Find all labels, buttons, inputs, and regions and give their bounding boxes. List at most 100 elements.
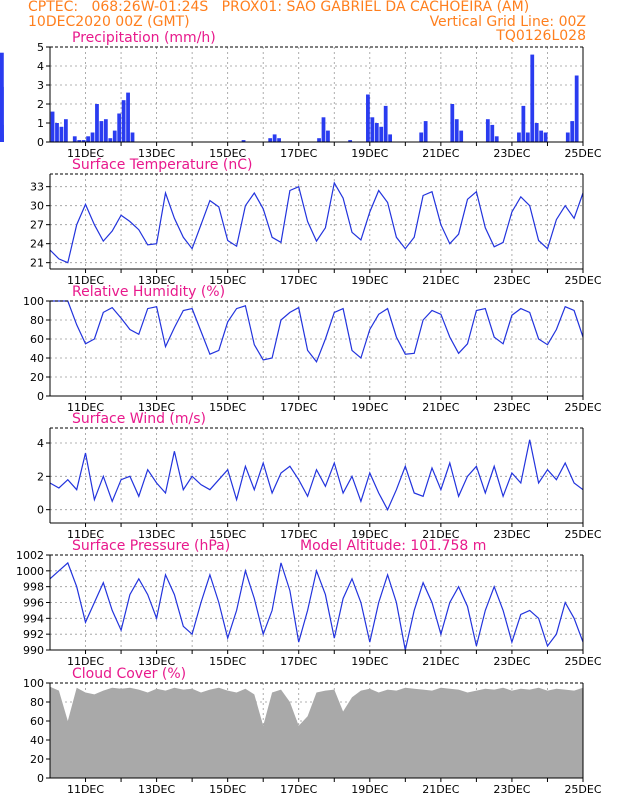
x-tick-label: 21DEC — [422, 401, 459, 414]
pres-panel: 990 992 994 996 998 1000 1002 11DEC 13DEC 15DEC 17… — [16, 538, 602, 668]
precip-bar — [130, 132, 135, 142]
x-tick-label: 11DEC — [67, 401, 104, 414]
x-tick-label: 13DEC — [138, 783, 175, 796]
y-tick-label: 27 — [30, 219, 44, 232]
x-tick-label: 17DEC — [280, 274, 317, 287]
x-tick-label: 17DEC — [280, 655, 317, 668]
precip-bar — [50, 111, 55, 142]
header-model-id: TQ0126L028 — [496, 28, 586, 44]
precip-bar — [321, 117, 326, 142]
temp-series-line — [49, 181, 584, 264]
precip-bar — [117, 113, 122, 142]
x-tick-label: 11DEC — [67, 783, 104, 796]
precip-bar — [77, 140, 82, 142]
x-tick-label: 13DEC — [138, 528, 175, 541]
precip-bar — [517, 132, 521, 142]
x-tick-label: 15DEC — [209, 147, 246, 160]
x-tick-label: 15DEC — [209, 655, 246, 668]
x-tick-label: 23DEC — [493, 401, 530, 414]
y-tick-label: 0 — [37, 504, 44, 517]
precip-bar — [59, 126, 64, 142]
y-tick-label: 20 — [30, 371, 44, 384]
header-run-date: 10DEC2020 00Z (GMT) — [28, 14, 190, 30]
x-tick-label: 19DEC — [351, 401, 388, 414]
precip-bar — [454, 119, 459, 142]
precip-bar — [86, 136, 90, 142]
precip-bar — [534, 123, 539, 142]
y-tick-label: 5 — [37, 41, 44, 54]
precip-bar — [241, 140, 246, 142]
x-tick-label: 23DEC — [493, 655, 530, 668]
precip-bar — [112, 130, 117, 142]
precip-bar — [574, 75, 579, 142]
x-tick-label: 21DEC — [422, 147, 459, 160]
y-tick-label: 60 — [30, 333, 44, 346]
precip-bar — [450, 104, 455, 142]
y-tick-label: 100 — [23, 677, 44, 690]
x-tick-label: 11DEC — [67, 274, 104, 287]
wind-title: Surface Wind (m/s) — [72, 411, 206, 427]
precip-bar — [494, 136, 499, 142]
y-tick-label: 4 — [37, 437, 44, 450]
pres-title: Surface Pressure (hPa) — [72, 538, 230, 554]
x-tick-label: 19DEC — [351, 783, 388, 796]
x-tick-label: 23DEC — [493, 147, 530, 160]
precip-bar — [99, 121, 104, 142]
precip-bar — [565, 132, 570, 142]
precip-bar — [370, 117, 375, 142]
y-tick-label: 992 — [23, 628, 44, 641]
x-tick-label: 11DEC — [67, 528, 104, 541]
x-tick-label: 17DEC — [280, 528, 317, 541]
y-tick-label: 4 — [37, 60, 44, 73]
y-tick-label: 33 — [30, 181, 44, 194]
x-tick-label: 19DEC — [351, 655, 388, 668]
x-tick-label: 25DEC — [564, 274, 601, 287]
header-station: CPTEC: 068:26W-01:24S PROX01: SAO GABRIE… — [28, 0, 530, 15]
precip-bar — [121, 100, 126, 142]
y-tick-label: 1000 — [16, 565, 44, 578]
x-tick-label: 15DEC — [209, 401, 246, 414]
y-tick-label: 24 — [30, 238, 44, 251]
precip-bar — [459, 130, 464, 142]
precip-bar — [81, 140, 86, 142]
cloud-area — [50, 686, 583, 778]
precip-bar — [388, 134, 393, 142]
wind-series-line — [49, 439, 584, 512]
y-tick-label: 2 — [37, 470, 44, 483]
precip-bar — [374, 123, 379, 142]
precip-bar — [419, 132, 424, 142]
x-tick-label: 21DEC — [422, 655, 459, 668]
x-tick-label: 23DEC — [493, 528, 530, 541]
precip-bar — [423, 121, 428, 142]
precip-bar — [543, 132, 548, 142]
model-altitude-label: Model Altitude: 101.758 m — [300, 538, 486, 554]
y-tick-label: 20 — [30, 753, 44, 766]
x-tick-label: 13DEC — [138, 401, 175, 414]
precip-bar — [570, 121, 575, 142]
x-tick-label: 11DEC — [67, 655, 104, 668]
x-tick-label: 17DEC — [280, 147, 317, 160]
y-tick-label: 2 — [37, 98, 44, 111]
precip-bar — [348, 140, 353, 142]
x-tick-label: 23DEC — [493, 783, 530, 796]
pres-series-line — [49, 561, 584, 651]
y-tick-label: 30 — [30, 200, 44, 213]
y-tick-label: 990 — [23, 644, 44, 657]
precip-bar — [0, 52, 4, 143]
precip-bar — [379, 126, 384, 142]
y-tick-label: 1 — [37, 117, 44, 130]
x-tick-label: 25DEC — [564, 655, 601, 668]
y-tick-label: 80 — [30, 314, 44, 327]
x-tick-label: 19DEC — [351, 274, 388, 287]
precip-bar — [90, 132, 95, 142]
x-tick-label: 17DEC — [280, 401, 317, 414]
precip-panel: 0 1 2 3 4 5 11DEC 13DEC 15DEC 17DEC 19DEC 21DEC 23DE… — [0, 30, 602, 160]
rh-title: Relative Humidity (%) — [72, 284, 225, 300]
x-tick-label: 17DEC — [280, 783, 317, 796]
temp-title: Surface Temperature (nC) — [72, 157, 253, 173]
precip-bar — [108, 138, 113, 142]
x-tick-label: 19DEC — [351, 528, 388, 541]
precip-bar — [317, 138, 321, 142]
precip-bar — [95, 104, 99, 142]
